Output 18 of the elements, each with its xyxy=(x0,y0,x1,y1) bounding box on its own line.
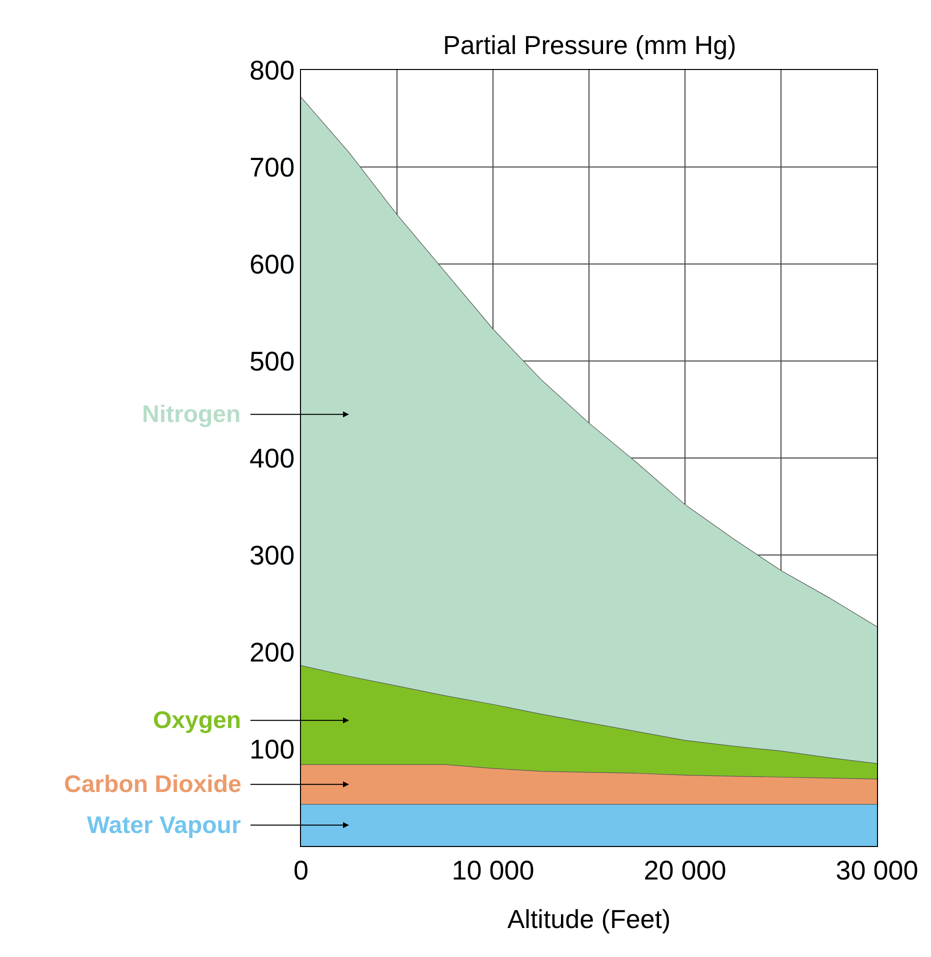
y-tick-label: 100 xyxy=(250,734,295,764)
text: Nitrogen xyxy=(142,401,241,428)
x-tick-label: 10 000 xyxy=(452,855,534,886)
y-tick-label: 500 xyxy=(250,346,295,376)
x-tick-label: 30 000 xyxy=(836,855,918,886)
y-tick-label: 600 xyxy=(250,249,295,280)
y-tick-label: 300 xyxy=(250,540,295,570)
x-tick-label: 0 xyxy=(293,855,309,886)
text: Water Vapour xyxy=(87,812,241,839)
text: Carbon Dioxide xyxy=(64,771,242,798)
y-tick-label: 700 xyxy=(250,152,295,182)
x-tick-label: 20 000 xyxy=(644,855,726,886)
text: Oxygen xyxy=(153,707,242,734)
x-axis-title: Altitude (Feet) xyxy=(507,904,671,934)
y-tick-label: 400 xyxy=(250,443,295,474)
y-tick-label: 200 xyxy=(250,637,295,668)
y-tick-label: 800 xyxy=(250,55,295,86)
y-axis-title: Partial Pressure (mm Hg) xyxy=(443,30,736,60)
